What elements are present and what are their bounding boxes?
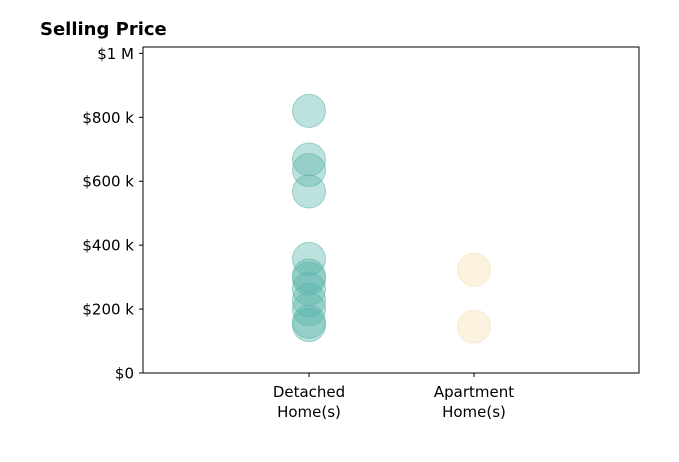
data-point xyxy=(292,283,326,318)
y-tick-label: $0 xyxy=(115,365,134,383)
y-tick-label: $200 k xyxy=(82,301,134,319)
y-tick-label: $1 M xyxy=(97,45,134,63)
data-points xyxy=(292,93,491,344)
data-point xyxy=(292,308,326,343)
data-point xyxy=(292,153,326,188)
x-category-label: Apartment xyxy=(434,383,514,401)
data-point xyxy=(292,174,326,209)
y-tick-label: $400 k xyxy=(82,237,134,255)
data-point xyxy=(292,93,326,128)
data-point xyxy=(292,292,326,327)
y-tick-label: $800 k xyxy=(82,109,134,127)
x-category-label: Home(s) xyxy=(442,403,506,421)
x-axis-labels: Detached Home(s) Apartment Home(s) xyxy=(273,373,514,421)
y-axis-ticks: $0 $200 k $400 k $600 k $800 k $1 M xyxy=(82,45,143,383)
x-category-label: Detached xyxy=(273,383,345,401)
y-tick-label: $600 k xyxy=(82,173,134,191)
data-point xyxy=(292,261,326,296)
x-category-label: Home(s) xyxy=(277,403,341,421)
chart-title: Selling Price xyxy=(40,19,167,40)
data-point xyxy=(292,142,326,177)
plot-frame xyxy=(142,46,640,374)
data-point xyxy=(457,309,491,344)
data-point xyxy=(457,252,491,287)
